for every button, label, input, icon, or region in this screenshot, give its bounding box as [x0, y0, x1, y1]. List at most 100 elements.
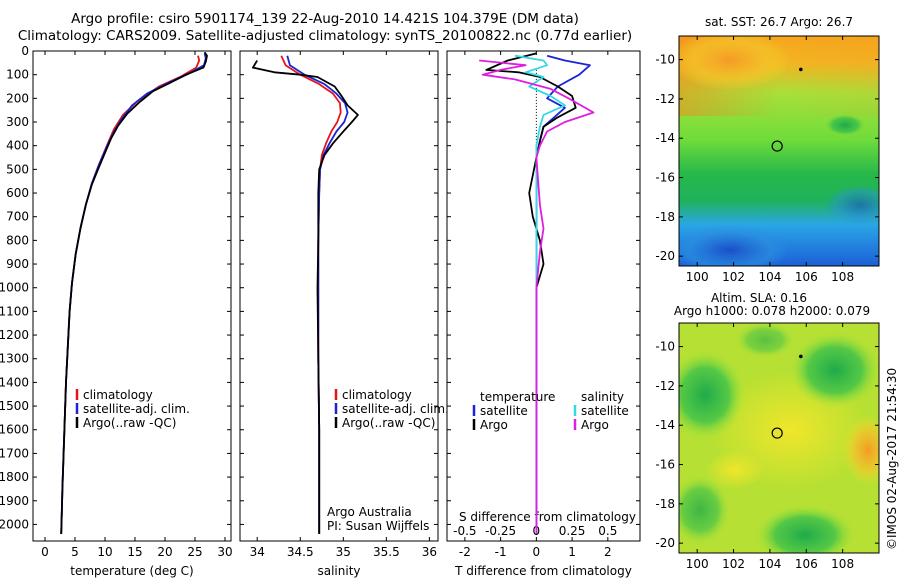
depth-tick-label: 1700 — [0, 446, 29, 460]
temperature-xtick-label: 15 — [127, 545, 142, 559]
differences-xtick-label: 0 — [533, 545, 541, 559]
map-xtick-label: 106 — [795, 270, 818, 284]
map-ytick-label: -14 — [655, 418, 675, 432]
argo-position-marker — [771, 140, 783, 152]
depth-tick-label: 1000 — [0, 281, 29, 295]
differences-xtick-label: -1 — [495, 545, 507, 559]
map-ytick-label: -16 — [655, 171, 675, 185]
salinity-plot: 34 34.5 35 35.5 36 salinity climatologysatelli… — [239, 50, 449, 578]
map-xtick-label: 104 — [758, 557, 781, 571]
map-xtick-label: 102 — [722, 557, 745, 571]
salinity-xtick-label: 35 — [336, 545, 351, 559]
map-marker-dot — [799, 67, 803, 72]
map-xtick-label: 100 — [686, 557, 709, 571]
temperature-plot: 0 5 10 15 20 25 300100200300400500600700800900… — [0, 44, 233, 578]
sla-map-image — [679, 323, 879, 553]
differences-plot: -2 -1 0 1 2 T difference from climatology -0.5… — [446, 50, 641, 578]
depth-tick-label: 1200 — [0, 328, 29, 342]
map-xtick-label: 106 — [795, 557, 818, 571]
top-xtick-label: 0.25 — [559, 524, 586, 538]
map-ytick-label: -12 — [655, 92, 675, 106]
sst-map-axes: 100 102 104 106 108 -10 -12 -14 -16 -18 -20 sat. SS… — [655, 15, 880, 284]
differences-xtick-label: 1 — [568, 545, 576, 559]
map-marker-dot — [799, 354, 803, 359]
top-xtick-label: -0.5 — [453, 524, 476, 538]
map-ytick-label: -10 — [655, 53, 675, 67]
sla-map-axes: 100 102 104 106 108 -10 -12 -14 -16 -18 -20 Altim. … — [655, 291, 880, 571]
sla-map-title: Altim. SLA: 0.16 — [711, 291, 807, 305]
salinity-frame — [239, 50, 439, 542]
legend-label: satellite-adj. clim. — [83, 402, 190, 416]
temperature-xtick-label: 30 — [217, 545, 232, 559]
figure-title-line1: Argo profile: csiro 5901174_139 22-Aug-2… — [71, 11, 579, 27]
series-salinity-argo — [479, 59, 595, 534]
depth-tick-label: 800 — [6, 233, 29, 247]
temperature-xlabel: temperature (deg C) — [70, 564, 193, 578]
map-ytick-label: -20 — [655, 249, 675, 263]
legend-label: satellite — [581, 404, 629, 418]
credit-annotation: PI: Susan Wijffels — [327, 519, 429, 533]
depth-tick-label: 1400 — [0, 375, 29, 389]
map-xtick-label: 102 — [722, 270, 745, 284]
map-xtick-label: 108 — [831, 270, 854, 284]
map-ytick-label: -14 — [655, 131, 675, 145]
legend-label: Argo(..raw -QC) — [83, 416, 176, 430]
temperature-xtick-label: 0 — [41, 545, 49, 559]
depth-tick-label: 900 — [6, 257, 29, 271]
depth-tick-label: 0 — [21, 44, 29, 58]
sst-map-title: sat. SST: 26.7 Argo: 26.7 — [705, 15, 853, 29]
legend-label: salinity — [581, 390, 624, 404]
credit-annotation: Argo Australia — [327, 505, 412, 519]
map-ytick-label: -12 — [655, 379, 675, 393]
salinity-xtick-label: 34 — [250, 545, 265, 559]
imos-credit-text: ©IMOS 02-Aug-2017 21:54:30 — [885, 368, 899, 550]
sst-map-frame — [678, 35, 880, 267]
sla-map-frame — [678, 322, 880, 554]
map-xtick-label: 104 — [758, 270, 781, 284]
differences-xtick-label: 2 — [604, 545, 612, 559]
sla-map-subtitle: Argo h1000: 0.078 h2000: 0.079 — [674, 304, 870, 318]
depth-tick-label: 200 — [6, 91, 29, 105]
depth-tick-label: 1800 — [0, 470, 29, 484]
depth-tick-label: 1500 — [0, 399, 29, 413]
temperature-xtick-label: 20 — [157, 545, 172, 559]
depth-tick-label: 1300 — [0, 352, 29, 366]
figure-title-line2: Climatology: CARS2009. Satellite-adjuste… — [17, 28, 633, 44]
depth-tick-label: 400 — [6, 139, 29, 153]
sst-map-image — [679, 36, 879, 266]
depth-tick-label: 1100 — [0, 304, 29, 318]
legend-label: satellite — [480, 404, 528, 418]
map-ytick-label: -18 — [655, 210, 675, 224]
legend-label: climatology — [83, 388, 153, 402]
temperature-xtick-label: 5 — [71, 545, 79, 559]
salinity-xtick-label: 34.5 — [287, 545, 314, 559]
depth-tick-label: 600 — [6, 186, 29, 200]
series-argo-raw-qc- — [252, 60, 359, 534]
top-xlabel: S difference from climatology — [459, 510, 636, 524]
depth-tick-label: 500 — [6, 162, 29, 176]
salinity-xtick-label: 35.5 — [373, 545, 400, 559]
top-xtick-label: -0.25 — [485, 524, 516, 538]
temperature-xtick-label: 10 — [97, 545, 112, 559]
legend-label: Argo(..raw -QC) — [342, 416, 435, 430]
depth-tick-label: 700 — [6, 210, 29, 224]
argo-position-marker — [771, 427, 783, 439]
temperature-xtick-label: 25 — [187, 545, 202, 559]
depth-tick-label: 1600 — [0, 423, 29, 437]
depth-tick-label: 100 — [6, 68, 29, 82]
series-argo-raw-qc- — [60, 51, 208, 534]
legend-label: Argo — [480, 418, 508, 432]
map-xtick-label: 108 — [831, 557, 854, 571]
legend-label: Argo — [581, 418, 609, 432]
salinity-xlabel: salinity — [317, 564, 360, 578]
differences-frame — [446, 50, 641, 542]
legend-label: satellite-adj. clim. — [342, 402, 449, 416]
map-xtick-label: 100 — [686, 270, 709, 284]
temperature-frame — [32, 50, 232, 542]
legend-label: temperature — [480, 390, 555, 404]
salinity-xtick-label: 36 — [422, 545, 437, 559]
map-ytick-label: -10 — [655, 340, 675, 354]
map-ytick-label: -16 — [655, 458, 675, 472]
map-ytick-label: -20 — [655, 536, 675, 550]
